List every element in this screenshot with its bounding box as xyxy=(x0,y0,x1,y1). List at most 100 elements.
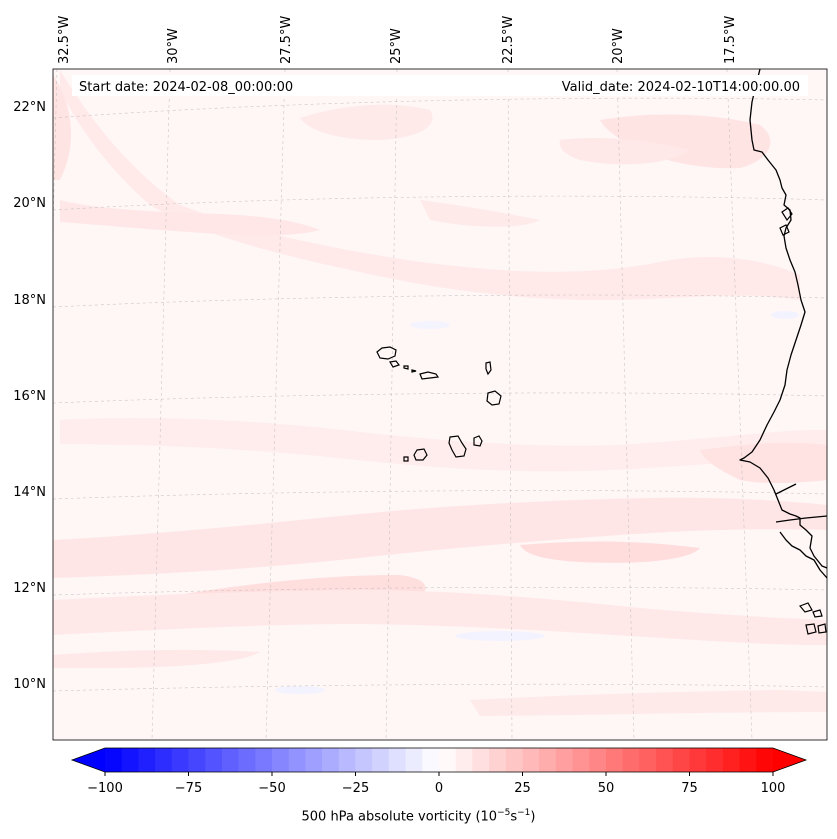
cb-tick-label: −50 xyxy=(258,781,285,796)
units-exponent-2: −1 xyxy=(517,808,531,818)
colorbar-cells xyxy=(105,748,774,772)
senegal-islands xyxy=(779,207,793,236)
guinea-bissau-coast xyxy=(779,531,827,579)
gambia-river xyxy=(775,483,797,495)
valid-date-label: Valid_date: 2024-02-10T14:00:00.00 xyxy=(562,80,800,95)
colorbar-cell xyxy=(238,748,256,772)
colorbar-cell xyxy=(489,748,507,772)
colorbar-title: 500 hPa absolute vorticity (10−5s−1) xyxy=(0,808,837,824)
date-banner xyxy=(72,75,808,96)
colorbar-cell xyxy=(589,748,607,772)
cb-tick-label: 100 xyxy=(761,781,786,796)
vorticity-field xyxy=(53,69,827,740)
colorbar-cell xyxy=(155,748,173,772)
island-brava xyxy=(403,456,409,462)
cb-tick-label: −75 xyxy=(175,781,202,796)
colorbar-cell xyxy=(505,748,523,772)
colorbar-cell xyxy=(539,748,557,772)
lon-label-27-5w: 27.5°W xyxy=(279,16,294,64)
colorbar-cell xyxy=(606,748,624,772)
colorbar-cell xyxy=(622,748,640,772)
island-maio xyxy=(473,435,483,447)
colorbar-cell xyxy=(372,748,390,772)
units-s: s xyxy=(510,809,518,825)
cape-verde-islands xyxy=(376,346,502,462)
cb-tick-label: −100 xyxy=(87,781,123,796)
colorbar-cell xyxy=(656,748,674,772)
colorbar-cell xyxy=(672,748,690,772)
map-frame xyxy=(52,68,828,741)
colorbar-cell xyxy=(639,748,657,772)
lat-label-10n: 10°N xyxy=(13,677,46,692)
colorbar-cell xyxy=(522,748,540,772)
lat-labels: 22°N 20°N 18°N 16°N 14°N 12°N 10°N xyxy=(13,100,46,692)
colorbar-cell xyxy=(205,748,223,772)
colorbar-cell xyxy=(255,748,273,772)
colorbar-ticks: −100 −75 −50 −25 0 25 50 75 100 xyxy=(87,772,785,796)
colorbar-cell xyxy=(706,748,724,772)
colorbar-title-text: 500 hPa absolute vorticity (10 xyxy=(301,809,498,825)
lat-label-22n: 22°N xyxy=(13,100,46,115)
colorbar-cell xyxy=(756,748,774,772)
colorbar-cell xyxy=(572,748,590,772)
colorbar-cell xyxy=(422,748,440,772)
colorbar-cell xyxy=(739,748,757,772)
cb-tick-label: −25 xyxy=(342,781,369,796)
cb-tick-label: 50 xyxy=(598,781,615,796)
lon-label-17-5w: 17.5°W xyxy=(723,16,738,64)
colorbar-cell xyxy=(388,748,407,772)
casamance-coast xyxy=(775,515,827,523)
lat-label-14n: 14°N xyxy=(13,485,46,500)
colorbar-cell xyxy=(555,748,574,772)
colorbar-cell xyxy=(455,748,473,772)
colorbar-cell xyxy=(722,748,741,772)
colorbar-cell xyxy=(171,748,189,772)
start-date-label: Start date: 2024-02-08_00:00:00 xyxy=(79,80,293,95)
units-close: ) xyxy=(530,809,536,825)
colorbar-cell xyxy=(472,748,490,772)
cb-tick-label: 75 xyxy=(681,781,698,796)
lon-label-32-5w: 32.5°W xyxy=(57,16,72,64)
colorbar-min-extend xyxy=(72,748,105,772)
colorbar-cell xyxy=(405,748,423,772)
cb-tick-label: 0 xyxy=(435,781,443,796)
colorbar-cell xyxy=(188,748,206,772)
colorbar-cell xyxy=(221,748,240,772)
lon-label-30w: 30°W xyxy=(166,28,181,64)
colorbar-cell xyxy=(272,748,290,772)
island-sao-nicolau xyxy=(411,369,440,380)
colorbar-cell xyxy=(355,748,373,772)
island-sao-vicente xyxy=(389,360,400,368)
lon-label-20w: 20°W xyxy=(611,28,626,64)
lat-label-12n: 12°N xyxy=(13,581,46,596)
colorbar-cell xyxy=(121,748,139,772)
colorbar-cell xyxy=(322,748,340,772)
colorbar-cell xyxy=(105,748,123,772)
coastline xyxy=(739,69,827,635)
island-santa-luzia xyxy=(403,365,409,370)
lat-label-16n: 16°N xyxy=(13,389,46,404)
colorbar-cell xyxy=(305,748,323,772)
island-boa-vista xyxy=(486,390,502,406)
lon-label-25w: 25°W xyxy=(389,28,404,64)
cb-tick-label: 25 xyxy=(514,781,531,796)
island-santo-antao xyxy=(376,346,397,360)
colorbar: −100 −75 −50 −25 0 25 50 75 100 xyxy=(70,747,808,796)
lon-labels: 32.5°W 30°W 27.5°W 25°W 22.5°W 20°W 17.5… xyxy=(57,16,738,64)
units-exponent-1: −5 xyxy=(497,808,511,818)
colorbar-cell xyxy=(689,748,707,772)
colorbar-cell xyxy=(439,748,457,772)
colorbar-cell xyxy=(138,748,156,772)
lat-label-18n: 18°N xyxy=(13,293,46,308)
colorbar-cell xyxy=(338,748,356,772)
island-santiago xyxy=(448,435,467,458)
bijagos-islands xyxy=(798,602,827,635)
lon-label-22-5w: 22.5°W xyxy=(501,16,516,64)
colorbar-cell xyxy=(288,748,306,772)
island-fogo xyxy=(413,448,428,461)
west-africa-coastline xyxy=(739,69,827,569)
gridlines xyxy=(53,69,827,740)
island-sal xyxy=(485,361,492,376)
colorbar-max-extend xyxy=(773,748,806,772)
